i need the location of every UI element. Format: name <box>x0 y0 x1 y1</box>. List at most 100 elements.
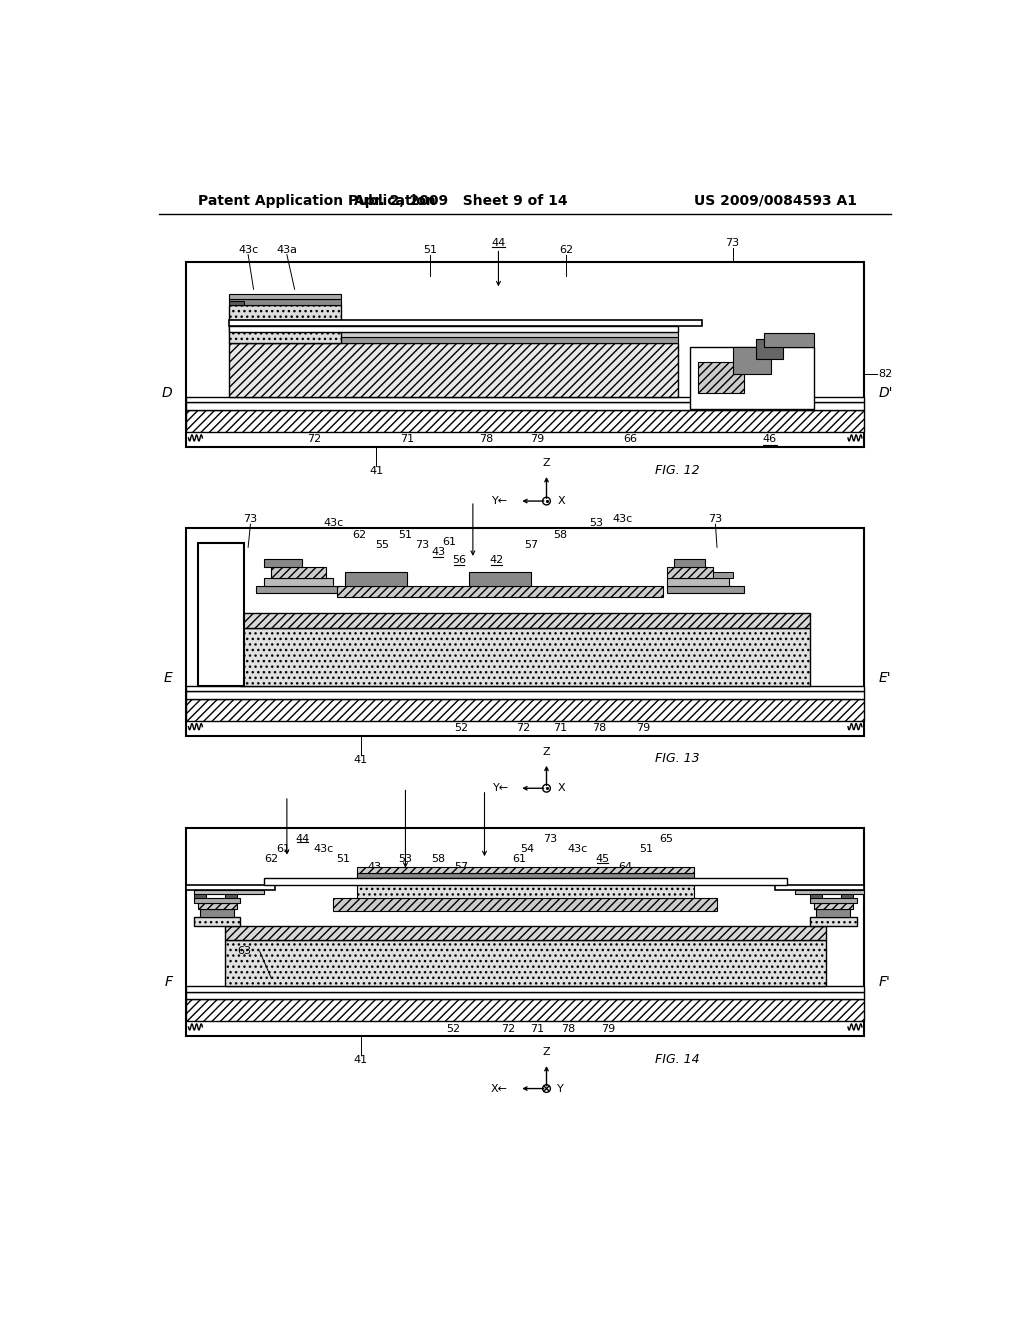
Bar <box>194 894 206 898</box>
Text: 44: 44 <box>492 239 506 248</box>
Bar <box>186 700 864 721</box>
Text: 51: 51 <box>639 845 652 854</box>
Bar <box>690 347 814 409</box>
Text: 51: 51 <box>398 529 413 540</box>
Text: 79: 79 <box>530 434 545 445</box>
Bar <box>198 544 245 686</box>
Bar <box>228 326 678 331</box>
Text: 61: 61 <box>276 845 290 854</box>
Bar <box>816 909 850 917</box>
Text: Apr. 2, 2009   Sheet 9 of 14: Apr. 2, 2009 Sheet 9 of 14 <box>354 194 568 207</box>
Text: 43: 43 <box>368 862 382 873</box>
Text: 43c: 43c <box>238 244 258 255</box>
Text: 73: 73 <box>725 239 739 248</box>
Text: 64: 64 <box>618 862 633 873</box>
Text: X: X <box>557 783 565 793</box>
Bar <box>225 894 237 898</box>
Bar <box>228 294 341 298</box>
Text: FIG. 12: FIG. 12 <box>655 463 699 477</box>
Text: 61: 61 <box>512 854 526 865</box>
Text: 78: 78 <box>592 723 606 733</box>
Text: 51: 51 <box>423 244 437 255</box>
Bar <box>667 586 744 594</box>
Text: 52: 52 <box>446 1023 461 1034</box>
Text: 41: 41 <box>369 466 383 477</box>
Text: 53: 53 <box>589 517 603 528</box>
Text: 62: 62 <box>559 244 573 255</box>
Bar <box>675 558 706 566</box>
Text: 79: 79 <box>601 1023 615 1034</box>
Bar <box>713 572 732 578</box>
Text: 42: 42 <box>493 873 507 882</box>
Text: Patent Application Publication: Patent Application Publication <box>198 194 435 207</box>
Text: US 2009/0084593 A1: US 2009/0084593 A1 <box>693 194 856 207</box>
Text: FIG. 13: FIG. 13 <box>655 752 699 766</box>
Text: D: D <box>162 387 172 400</box>
Bar <box>810 894 821 898</box>
Bar <box>356 878 693 898</box>
Text: 62: 62 <box>352 529 366 540</box>
Bar <box>228 337 678 343</box>
Bar <box>200 909 234 917</box>
Text: 43c: 43c <box>324 517 343 528</box>
Bar <box>334 898 717 911</box>
Bar <box>795 890 864 894</box>
Bar <box>263 878 786 884</box>
Bar <box>345 572 407 586</box>
Text: 55: 55 <box>375 540 389 549</box>
Text: Z: Z <box>543 458 550 469</box>
Text: 82: 82 <box>879 370 893 379</box>
Bar <box>356 867 693 873</box>
Bar <box>228 331 678 337</box>
Bar <box>228 343 678 397</box>
Bar <box>228 298 341 305</box>
Bar <box>225 940 825 986</box>
Text: 43: 43 <box>431 548 445 557</box>
Bar <box>186 528 864 737</box>
Text: X←: X← <box>490 1084 508 1093</box>
Text: Z: Z <box>543 747 550 756</box>
Text: 43c: 43c <box>313 845 334 854</box>
Text: 72: 72 <box>307 434 322 445</box>
Text: 73: 73 <box>416 540 429 549</box>
Text: 43c: 43c <box>612 515 633 524</box>
Text: 72: 72 <box>501 1023 515 1034</box>
Bar <box>764 333 814 347</box>
Bar <box>271 566 326 578</box>
Text: 52: 52 <box>455 723 468 733</box>
Text: Z: Z <box>543 1047 550 1057</box>
Text: 42: 42 <box>489 554 503 565</box>
Bar <box>667 578 729 586</box>
Bar <box>263 558 302 566</box>
Bar <box>194 917 241 927</box>
Text: 63: 63 <box>238 946 251 957</box>
Bar <box>814 903 853 909</box>
Text: 46: 46 <box>763 434 777 445</box>
Text: 57: 57 <box>455 862 468 873</box>
Bar <box>263 578 334 586</box>
Text: E': E' <box>879 671 891 685</box>
Text: 43a: 43a <box>276 244 297 255</box>
Bar <box>186 884 275 890</box>
Text: 41: 41 <box>353 1056 368 1065</box>
Bar <box>186 411 864 432</box>
Bar <box>241 628 810 686</box>
Text: 44: 44 <box>295 834 309 843</box>
Text: 56: 56 <box>383 873 397 882</box>
Bar <box>228 321 701 326</box>
Bar <box>775 884 864 890</box>
Text: 51: 51 <box>337 854 350 865</box>
Text: FIG. 14: FIG. 14 <box>655 1053 699 1065</box>
Text: 72: 72 <box>516 723 530 733</box>
Bar <box>186 686 864 692</box>
Text: 73: 73 <box>244 515 257 524</box>
Bar <box>241 612 810 628</box>
Text: Y←: Y← <box>494 783 509 793</box>
Text: D': D' <box>879 387 893 400</box>
Bar <box>810 917 856 927</box>
Text: 54: 54 <box>520 845 535 854</box>
Text: E: E <box>164 671 172 685</box>
Text: Y: Y <box>557 1084 564 1093</box>
Bar <box>194 898 241 903</box>
Bar <box>198 903 237 909</box>
